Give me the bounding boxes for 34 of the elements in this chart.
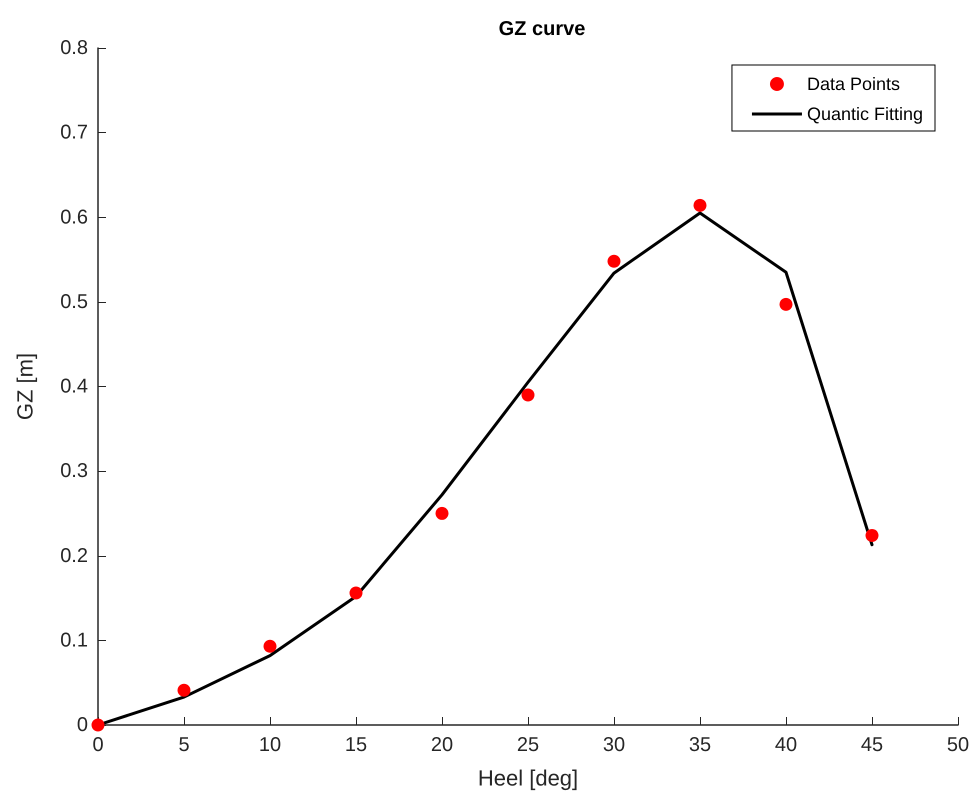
x-tick-label: 10 — [258, 734, 282, 756]
point — [436, 506, 448, 520]
y-tick-label: 0.7 — [60, 122, 88, 144]
x-axis-title: Heel [deg] — [478, 766, 578, 790]
x-tick-label: 15 — [344, 734, 368, 756]
point — [694, 198, 706, 212]
x-tick-label: 5 — [178, 734, 190, 756]
point — [350, 586, 362, 600]
x-tick-label: 35 — [688, 734, 712, 756]
x-tick-label: 50 — [946, 734, 970, 756]
x-tick-label: 40 — [774, 734, 798, 756]
point — [866, 528, 878, 542]
x-tick-label: 30 — [602, 734, 626, 756]
x-tick-label: 20 — [430, 734, 454, 756]
x-tick-label: 45 — [860, 734, 884, 756]
y-tick-label: 0.4 — [60, 376, 88, 398]
point — [178, 684, 190, 697]
chart-title: GZ curve — [498, 18, 586, 40]
point — [522, 388, 534, 402]
legend-label: Quantic Fitting — [806, 104, 924, 124]
point — [264, 640, 276, 653]
y-tick-label: 0 — [76, 714, 88, 736]
y-axis-title: GZ [m] — [12, 352, 38, 420]
y-tick-label: 0.6 — [60, 206, 88, 228]
y-tick-label: 0.8 — [60, 37, 88, 59]
y-tick-label: 0.5 — [60, 290, 88, 313]
point — [780, 298, 792, 311]
legend-label: Data Points — [806, 74, 900, 94]
point — [608, 254, 620, 268]
y-tick-label: 0.1 — [60, 629, 88, 652]
y-tick-label: 0.2 — [60, 544, 88, 567]
y-tick-label: 0.3 — [60, 460, 88, 482]
x-tick-label: 25 — [516, 734, 540, 756]
x-tick-label: 0 — [92, 734, 104, 756]
